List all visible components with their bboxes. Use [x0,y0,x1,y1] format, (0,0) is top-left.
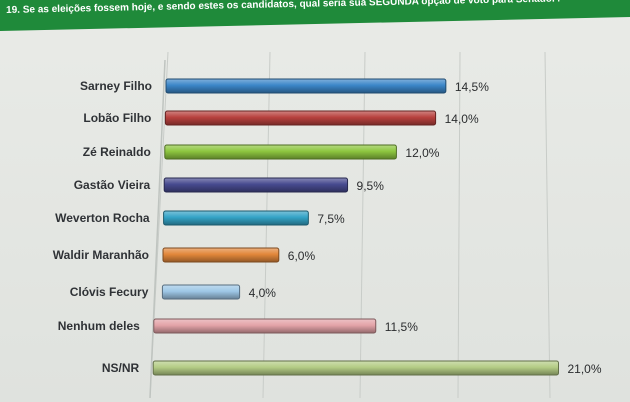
bar-4 [163,210,309,226]
category-label: Clóvis Fecury [70,285,149,299]
category-label: Weverton Rocha [55,211,150,225]
bar-2 [164,144,397,160]
value-label: 21,0% [568,362,602,376]
gridline [457,51,461,399]
value-label: 14,0% [445,112,479,126]
value-label: 14,5% [455,80,489,94]
value-label: 6,0% [288,249,316,263]
category-label: Nenhum deles [58,319,140,333]
category-label: Gastão Vieira [74,178,151,192]
category-label: NS/NR [102,361,140,375]
category-axis [149,59,166,399]
value-label: 9,5% [357,179,385,193]
bar-7 [153,318,377,334]
gridline [359,51,366,399]
value-label: 12,0% [405,146,439,160]
bar-0 [165,78,447,94]
category-label: Lobão Filho [83,111,151,125]
bar-1 [164,110,437,126]
bar-5 [162,247,280,263]
bar-6 [161,284,241,300]
category-label: Sarney Filho [80,79,152,93]
bar-8 [152,360,559,376]
value-label: 7,5% [317,212,345,226]
category-label: Waldir Maranhão [53,248,149,262]
value-label: 11,5% [385,320,418,334]
bar-3 [163,177,349,193]
gridline [544,51,551,399]
category-label: Zé Reinaldo [83,145,151,159]
value-label: 4,0% [249,286,277,300]
